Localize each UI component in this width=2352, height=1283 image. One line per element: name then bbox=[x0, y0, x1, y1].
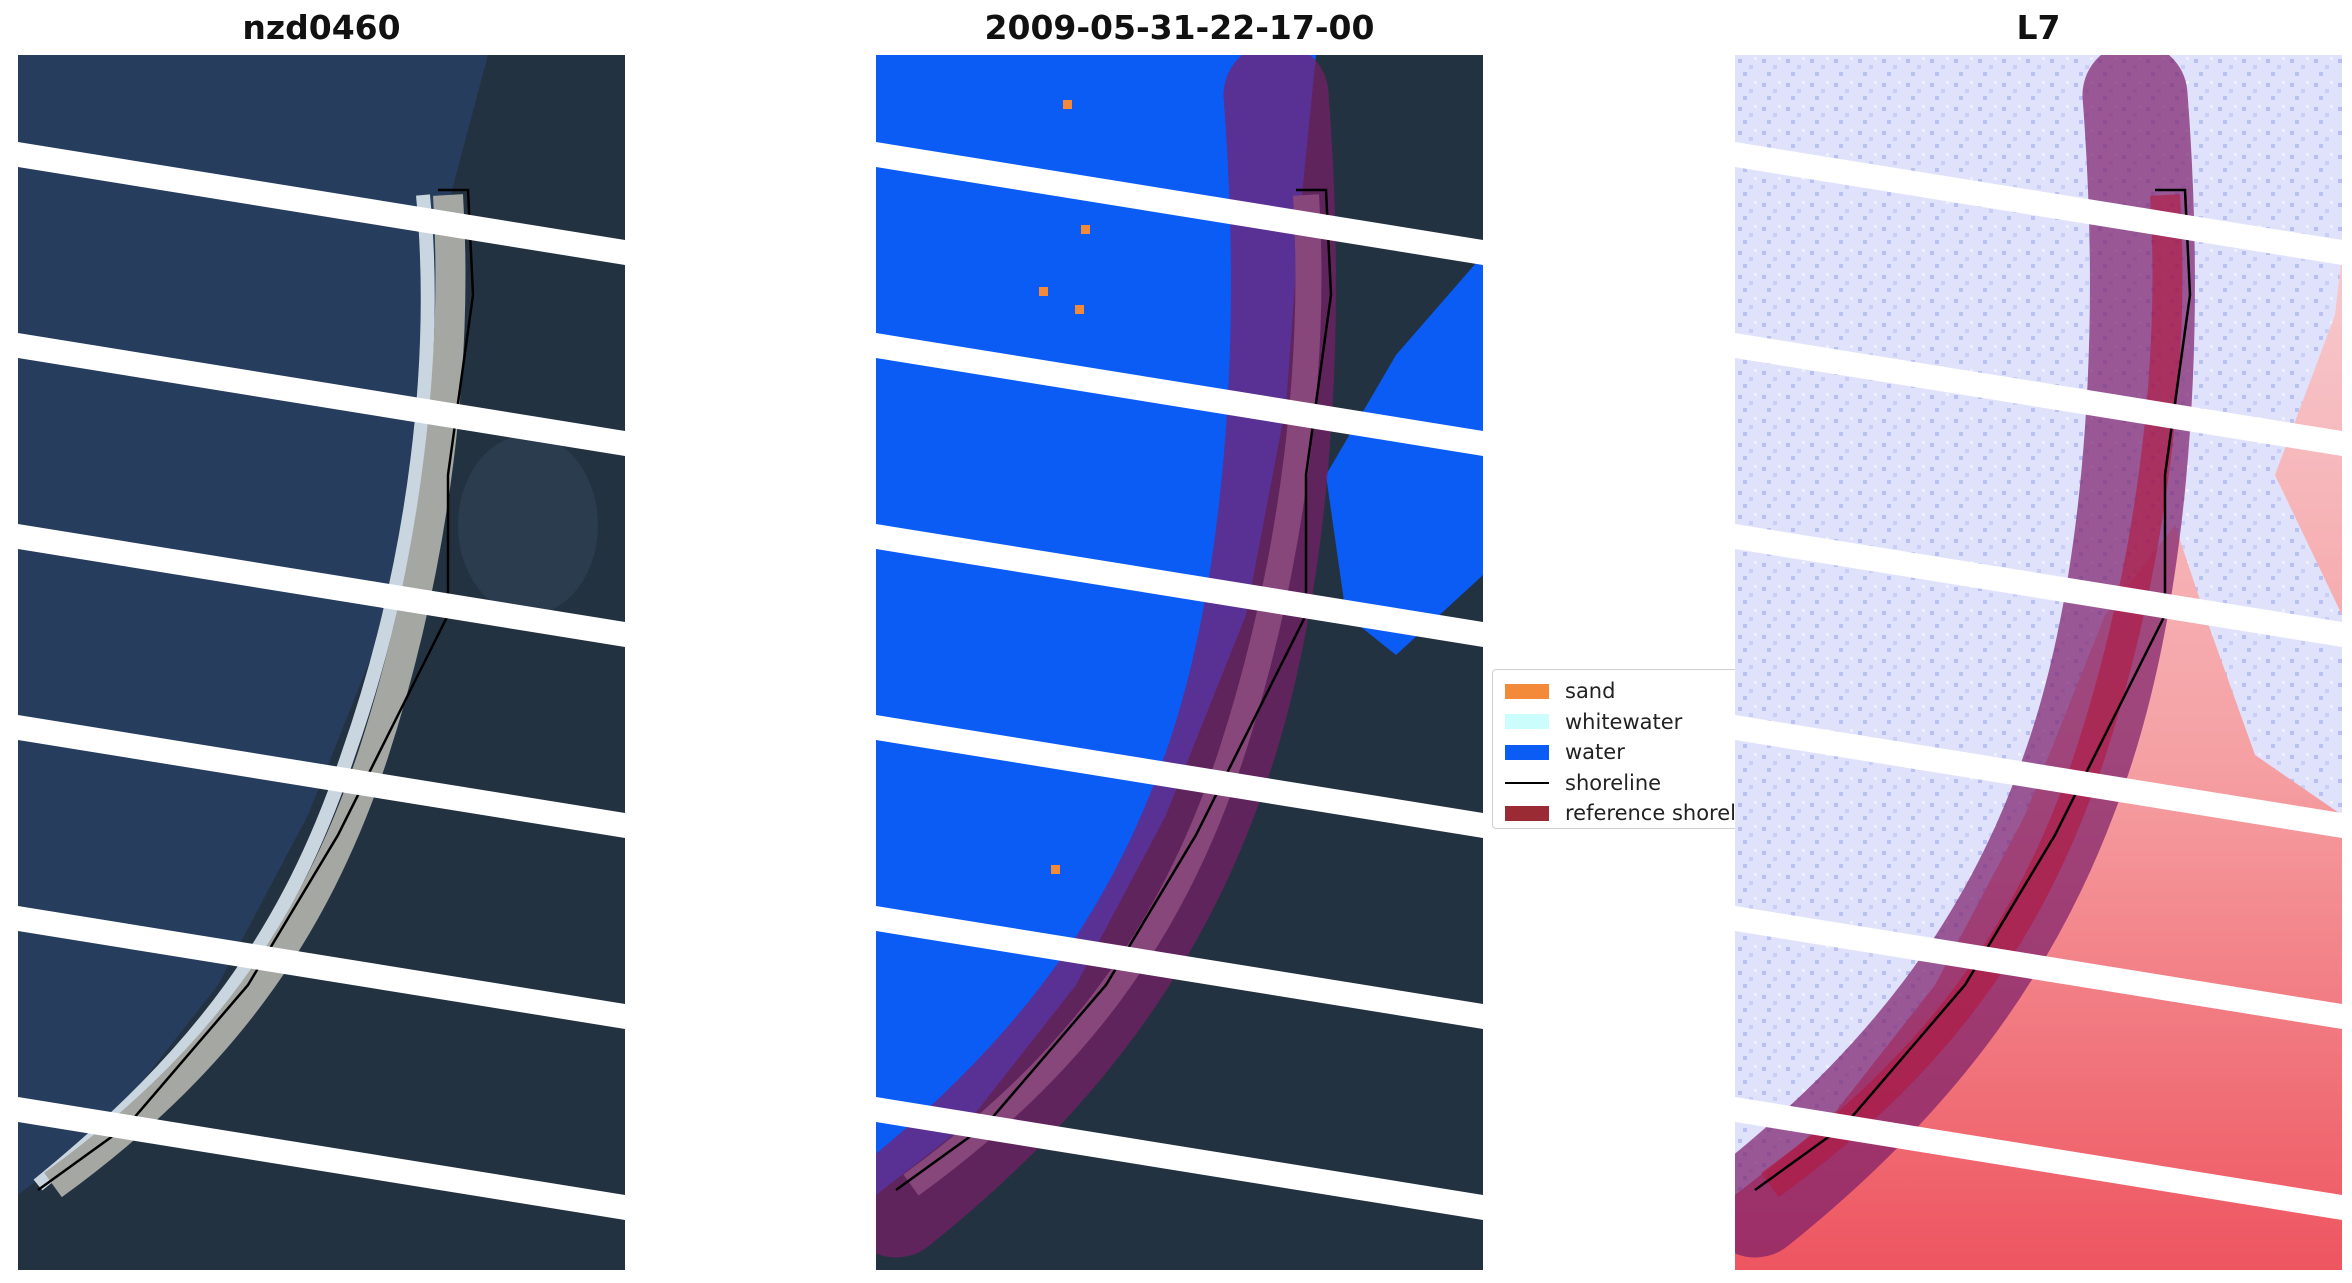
legend-label-whitewater: whitewater bbox=[1565, 709, 1683, 734]
sand-pixel bbox=[1051, 865, 1060, 874]
legend-item-shoreline: shoreline bbox=[1505, 768, 1741, 799]
land-index-area bbox=[1735, 255, 2342, 1270]
land-area bbox=[18, 55, 625, 1270]
shoreline-line bbox=[895, 188, 1333, 1192]
legend-item-whitewater: whitewater bbox=[1505, 707, 1741, 738]
legend-swatch-whitewater bbox=[1505, 714, 1549, 730]
lagoon-water-class bbox=[1326, 255, 1483, 655]
legend-item-sand: sand bbox=[1505, 676, 1741, 707]
panel-title-index: L7 bbox=[2016, 8, 2061, 47]
shoreline-line bbox=[1754, 188, 2192, 1192]
rgb-image bbox=[18, 55, 625, 1270]
legend-label-shoreline: shoreline bbox=[1565, 770, 1662, 795]
classification-image bbox=[876, 55, 1483, 1270]
panel-title-rgb: nzd0460 bbox=[242, 8, 401, 47]
classification-panel bbox=[876, 55, 1483, 1270]
legend-swatch-shoreline bbox=[1505, 781, 1549, 784]
legend-swatch-water bbox=[1505, 744, 1549, 760]
legend-swatch-sand bbox=[1505, 683, 1549, 699]
scan-line-gaps bbox=[1735, 142, 2342, 1220]
index-panel bbox=[1735, 55, 2342, 1270]
legend-label-reference-shoreline: reference shoreline bbox=[1565, 801, 1741, 826]
sand-pixel bbox=[1039, 287, 1048, 296]
scan-line-gaps bbox=[18, 142, 625, 1220]
shoreline-line bbox=[37, 188, 475, 1192]
beach-index-band bbox=[1761, 194, 2183, 1198]
legend-label-sand: sand bbox=[1565, 679, 1616, 704]
legend-swatch-reference-shoreline bbox=[1505, 805, 1549, 821]
sand-pixel bbox=[1075, 305, 1084, 314]
legend-item-water: water bbox=[1505, 737, 1741, 768]
lagoon-area bbox=[458, 435, 598, 615]
sand-pixel bbox=[1081, 225, 1090, 234]
legend-label-water: water bbox=[1565, 740, 1625, 765]
rgb-image-panel bbox=[18, 55, 625, 1270]
scan-line-gaps bbox=[876, 142, 1483, 1220]
panel-title-classification: 2009-05-31-22-17-00 bbox=[984, 8, 1375, 47]
surf-zone bbox=[33, 194, 435, 1191]
legend: sand whitewater water shoreline referenc… bbox=[1492, 669, 1742, 829]
beach-area bbox=[44, 194, 466, 1198]
index-image bbox=[1735, 55, 2342, 1270]
legend-item-reference-shoreline: reference shoreline bbox=[1505, 798, 1741, 828]
sand-pixel bbox=[1063, 100, 1072, 109]
